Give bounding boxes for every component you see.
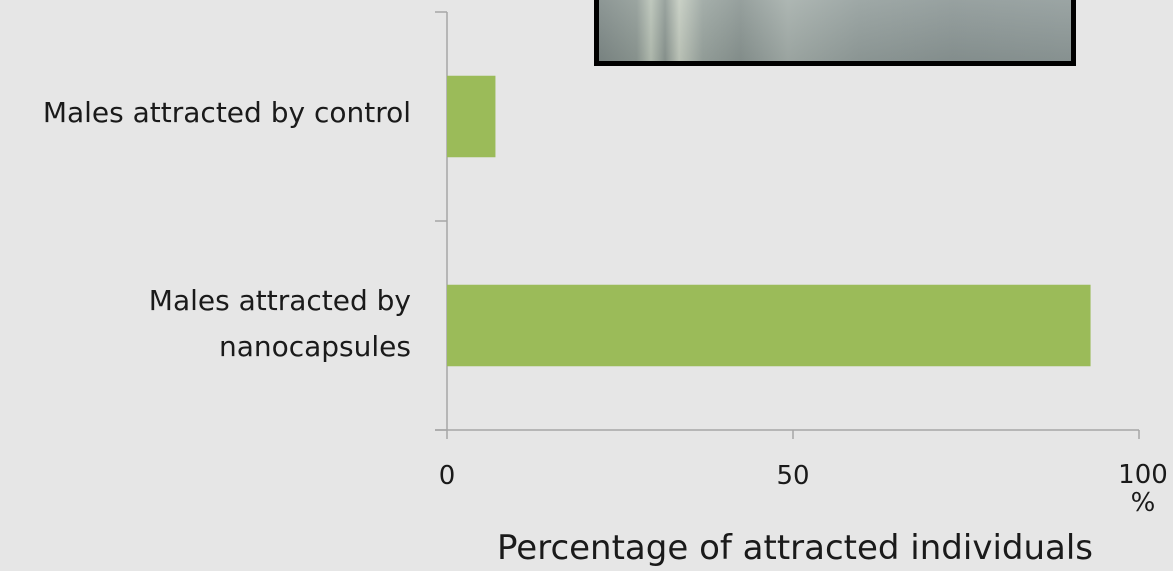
category-label-nanocapsules: Males attracted by nanocapsules <box>149 278 411 370</box>
x-tick-label-100-value: 100 <box>1118 460 1168 490</box>
category-label-nanocapsules-line-1: Males attracted by <box>148 284 411 317</box>
category-label-control: Males attracted by control <box>43 90 411 136</box>
photo-inset <box>594 0 1076 66</box>
x-tick-label-50: 50 <box>776 461 810 491</box>
category-label-nanocapsules-line-2: nanocapsules <box>218 330 411 363</box>
photo-inset-shading <box>599 0 1071 61</box>
bar-nanocapsules <box>447 284 1091 367</box>
bar-control <box>447 75 496 158</box>
x-axis-unit: % <box>1130 488 1156 518</box>
category-label-control-line-1: Males attracted by control <box>42 96 411 129</box>
x-axis-title: Percentage of attracted individuals <box>497 528 1094 568</box>
x-tick-label-0: 0 <box>438 461 456 491</box>
x-tick-label-100: 100 % <box>1113 461 1173 517</box>
